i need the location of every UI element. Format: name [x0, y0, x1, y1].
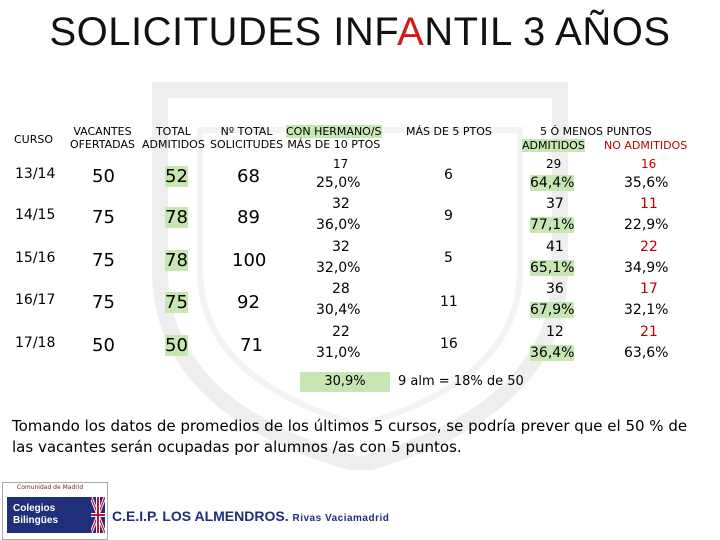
cell-vacantes: 75: [92, 250, 115, 271]
row-curso: 14/15: [15, 207, 56, 223]
school-name: C.E.I.P. LOS ALMENDROS. Rivas Vaciamadri…: [112, 508, 390, 524]
cell-hermano-n: 28: [332, 281, 350, 297]
cell-noadm-n: 16: [641, 157, 657, 171]
projection-note: Tomando los datos de promedios de los úl…: [12, 417, 688, 456]
cell-hermano-pct: 31,0%: [316, 345, 361, 361]
cell-adm-n: 29: [546, 157, 562, 171]
cell-solicitudes: 68: [237, 166, 260, 187]
cell-noadm-pct: 35,6%: [624, 175, 669, 191]
cell-admitidos: 75: [165, 292, 188, 313]
cell-hermano-n: 32: [332, 239, 350, 255]
header-mas5: MÁS DE 5 PTOS: [406, 125, 492, 138]
cell-hermano-n: 22: [332, 324, 350, 340]
header-admitidos: TOTAL ADMITIDOS: [142, 125, 205, 151]
cell-vacantes: 50: [92, 166, 115, 187]
cell-adm-pct: 36,4%: [530, 345, 575, 361]
mas5-note: 9 alm = 18% de 50: [398, 374, 524, 389]
cell-adm-n: 36: [546, 281, 564, 297]
cell-mas5: 11: [440, 294, 458, 310]
cell-noadm-pct: 32,1%: [624, 302, 669, 318]
cell-solicitudes: 89: [237, 207, 260, 228]
cell-adm-pct: 65,1%: [530, 260, 575, 276]
cell-noadm-pct: 63,6%: [624, 345, 669, 361]
cell-admitidos: 78: [165, 207, 188, 228]
cell-mas5: 5: [444, 250, 453, 266]
cell-solicitudes: 92: [237, 292, 260, 313]
uk-flag-icon: [91, 497, 105, 533]
header-solicitudes: Nº TOTAL SOLICITUDES: [210, 125, 284, 151]
header-vacantes: VACANTES OFERTADAS: [70, 125, 135, 151]
cell-vacantes: 75: [92, 292, 115, 313]
cell-noadm-n: 21: [640, 324, 658, 340]
colegios-bilingues-logo: Comunidad de Madrid Colegios Bilingües: [2, 482, 108, 540]
cell-mas5: 9: [444, 208, 453, 224]
avg-hermano: 30,9%: [300, 372, 390, 392]
cell-hermano-pct: 25,0%: [316, 175, 361, 191]
cell-noadm-n: 22: [640, 239, 658, 255]
cell-adm-n: 37: [546, 196, 564, 212]
row-curso: 15/16: [15, 250, 56, 266]
row-curso: 13/14: [15, 166, 56, 182]
cell-admitidos: 78: [165, 250, 188, 271]
cell-hermano-pct: 36,0%: [316, 217, 361, 233]
cell-vacantes: 75: [92, 207, 115, 228]
cell-admitidos: 50: [165, 335, 188, 356]
cell-adm-pct: 67,9%: [530, 302, 575, 318]
page-title: SOLICITUDES INFANTIL 3 AÑOS: [49, 10, 671, 54]
cell-solicitudes: 71: [240, 335, 263, 356]
cell-admitidos: 52: [165, 166, 188, 187]
cell-adm-n: 41: [546, 239, 564, 255]
header-hermano: CON HERMANO/S MÁS DE 10 PTOS: [286, 125, 382, 151]
header-no-admitidos: NO ADMITIDOS: [604, 139, 688, 152]
cell-adm-pct: 64,4%: [530, 175, 575, 191]
cell-adm-pct: 77,1%: [530, 217, 575, 233]
cell-hermano-n: 17: [333, 157, 349, 171]
row-curso: 16/17: [15, 292, 56, 308]
row-curso: 17/18: [15, 335, 56, 351]
cell-noadm-n: 11: [640, 196, 658, 212]
cell-hermano-pct: 32,0%: [316, 260, 361, 276]
header-menos5: 5 Ó MENOS PUNTOS: [540, 125, 652, 138]
cell-mas5: 16: [440, 336, 458, 352]
cell-hermano-n: 32: [332, 196, 350, 212]
header-curso: CURSO: [14, 133, 54, 146]
cell-noadm-pct: 34,9%: [624, 260, 669, 276]
cell-noadm-n: 17: [640, 281, 658, 297]
cell-hermano-pct: 30,4%: [316, 302, 361, 318]
cell-adm-n: 12: [546, 324, 564, 340]
cell-solicitudes: 100: [232, 250, 267, 271]
cell-noadm-pct: 22,9%: [624, 217, 669, 233]
cell-mas5: 6: [444, 167, 453, 183]
cell-vacantes: 50: [92, 335, 115, 356]
header-admitidos-5: ADMITIDOS: [522, 139, 585, 152]
